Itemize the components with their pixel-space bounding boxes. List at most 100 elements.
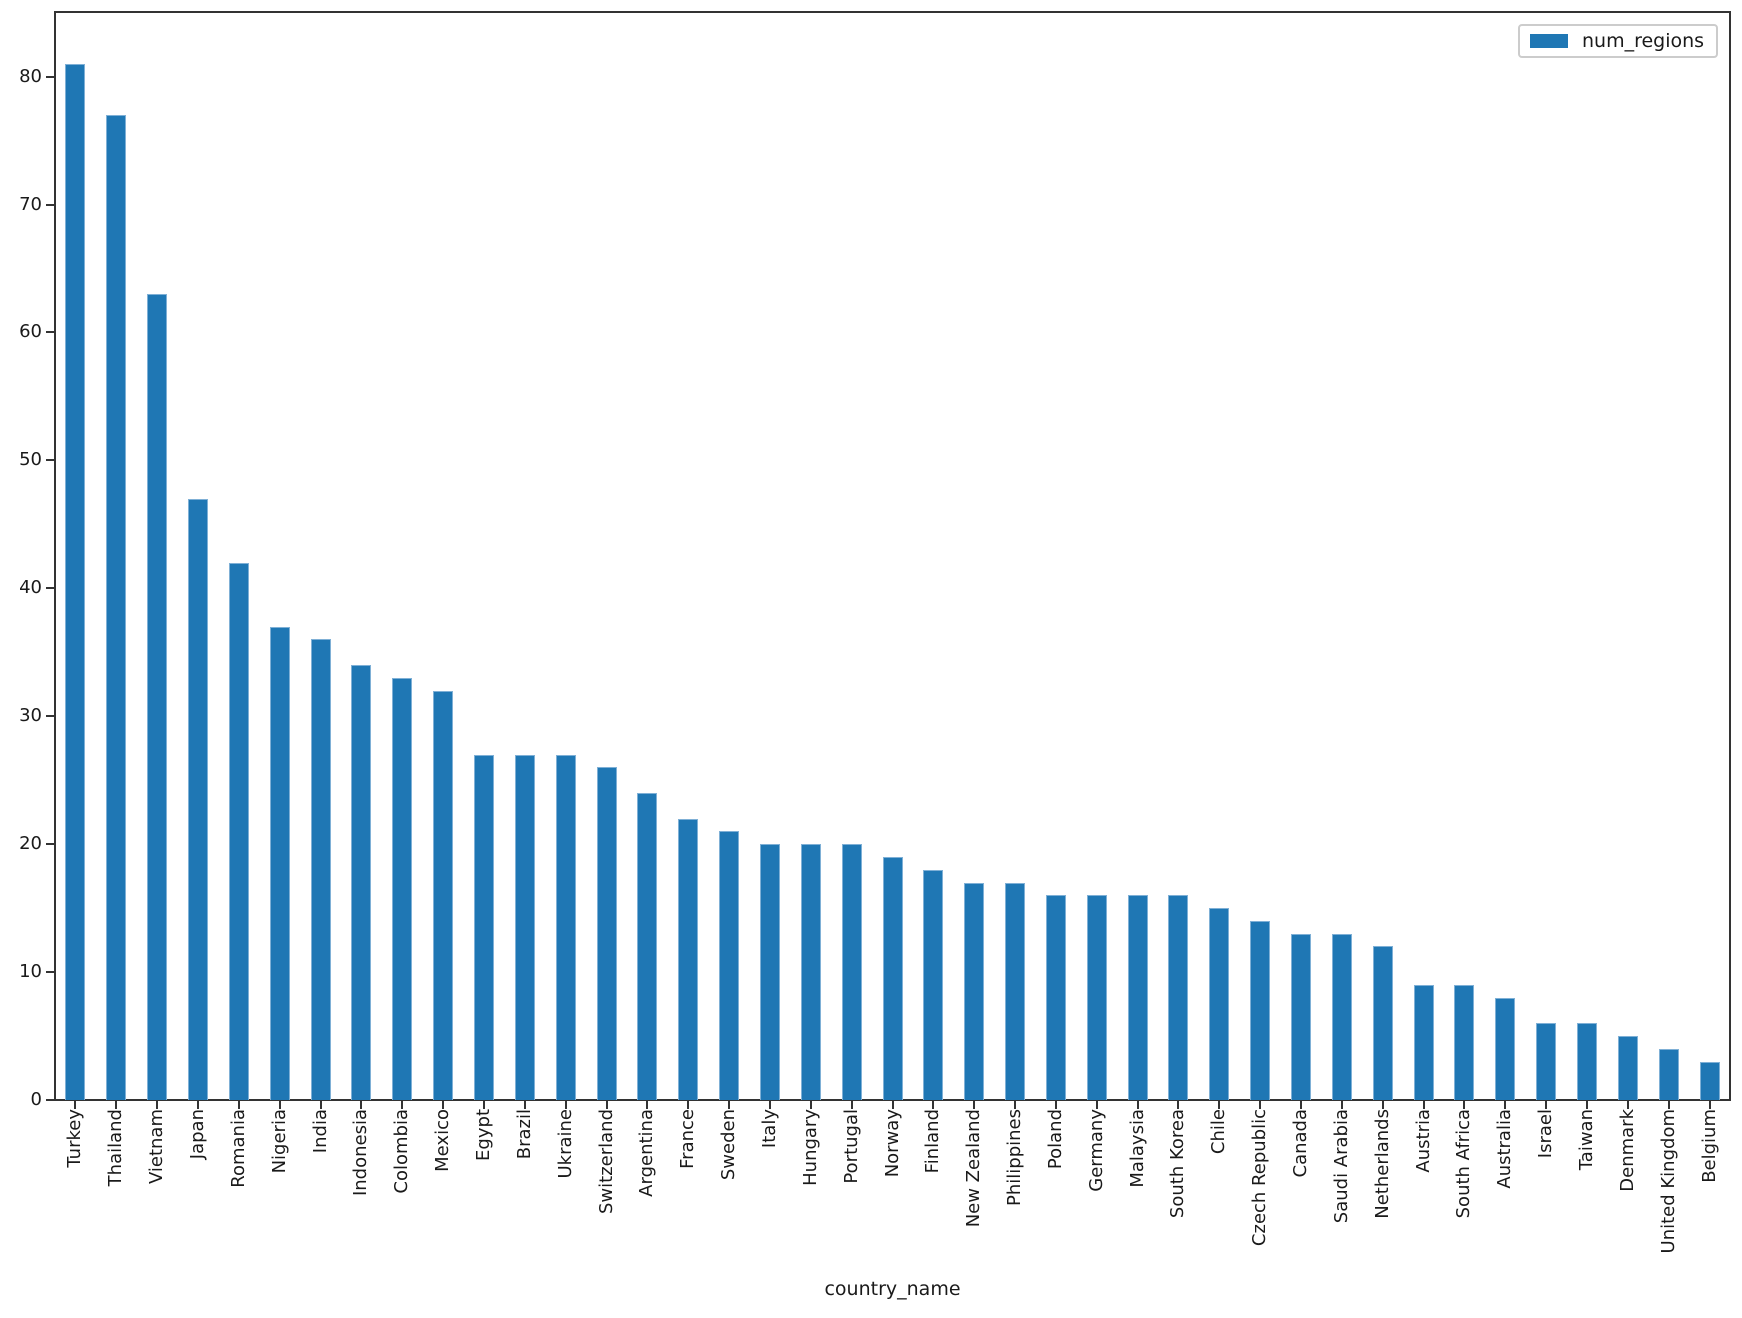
x-tick-label: Turkey [64, 1109, 86, 1168]
x-tick-label: Netherlands [1371, 1109, 1393, 1219]
bar [269, 626, 290, 1100]
x-tick-mark [728, 1100, 731, 1109]
x-tick-mark [850, 1100, 853, 1109]
legend-swatch-icon [1530, 34, 1568, 48]
y-tick-mark [46, 587, 55, 590]
bar [1250, 920, 1271, 1100]
x-tick-mark [932, 1100, 935, 1109]
bar [1617, 1036, 1638, 1100]
bar [147, 294, 168, 1100]
bar [596, 767, 617, 1100]
bar [637, 792, 658, 1100]
y-tick-label: 70 [19, 193, 42, 215]
x-tick-mark [1381, 1100, 1384, 1109]
x-tick-mark [523, 1100, 526, 1109]
x-tick-label: Hungary [799, 1109, 821, 1186]
x-tick-mark [1177, 1100, 1180, 1109]
bar [800, 844, 821, 1100]
x-tick-mark [809, 1100, 812, 1109]
x-tick-label: Nigeria [268, 1109, 290, 1174]
y-tick-mark [46, 971, 55, 974]
x-tick-label: Saudi Arabia [1330, 1109, 1352, 1224]
x-tick-label: Italy [758, 1109, 780, 1149]
x-tick-label: United Kingdom [1657, 1109, 1679, 1254]
x-tick-mark [1259, 1100, 1262, 1109]
bar [392, 677, 413, 1100]
x-axis-title: country_name [824, 1278, 961, 1300]
x-tick-label: Poland [1044, 1109, 1066, 1170]
bar [1372, 946, 1393, 1100]
x-tick-label: Germany [1085, 1109, 1107, 1192]
bar [1209, 908, 1230, 1100]
x-tick-mark [237, 1100, 240, 1109]
bar [473, 754, 494, 1100]
y-tick-mark [46, 843, 55, 846]
x-tick-label: Philippines [1004, 1109, 1026, 1206]
bar [310, 639, 331, 1100]
bar [433, 690, 454, 1100]
x-tick-mark [1095, 1100, 1098, 1109]
x-tick-label: Egypt [472, 1109, 494, 1161]
x-tick-label: Australia [1494, 1109, 1516, 1189]
x-tick-label: South Africa [1453, 1109, 1475, 1219]
legend: num_regions [1518, 24, 1719, 58]
bar [1127, 895, 1148, 1100]
bar [1454, 984, 1475, 1100]
x-tick-label: Argentina [636, 1109, 658, 1197]
bar [1005, 882, 1026, 1100]
x-tick-label: Switzerland [595, 1109, 617, 1214]
bar [923, 869, 944, 1100]
x-tick-mark [196, 1100, 199, 1109]
y-tick-label: 50 [19, 449, 42, 471]
x-tick-mark [319, 1100, 322, 1109]
y-tick-label: 20 [19, 833, 42, 855]
x-tick-mark [646, 1100, 649, 1109]
bar [1577, 1023, 1597, 1100]
bar [1413, 984, 1434, 1100]
x-tick-mark [1463, 1100, 1466, 1109]
x-tick-mark [1014, 1100, 1017, 1109]
x-tick-mark [687, 1100, 690, 1109]
y-tick-mark [46, 75, 55, 78]
bar [1168, 895, 1189, 1100]
x-tick-mark [1667, 1100, 1670, 1109]
bar [1331, 933, 1352, 1100]
x-tick-label: Taiwan [1576, 1109, 1597, 1171]
x-tick-label: Thailand [105, 1109, 127, 1187]
legend-label: num_regions [1582, 30, 1705, 52]
bar [65, 63, 86, 1100]
x-tick-mark [156, 1100, 159, 1109]
x-tick-label: India [309, 1109, 331, 1154]
bar [351, 665, 372, 1100]
y-tick-label: 10 [19, 961, 42, 983]
x-tick-label: Finland [922, 1109, 944, 1174]
x-tick-mark [891, 1100, 894, 1109]
y-tick-mark [46, 1099, 55, 1101]
bar [228, 562, 249, 1100]
bar [555, 754, 576, 1100]
x-tick-label: Czech Republic [1249, 1109, 1271, 1247]
bar [106, 114, 127, 1100]
x-tick-mark [278, 1100, 281, 1109]
x-tick-label: Canada [1290, 1109, 1312, 1178]
x-tick-mark [115, 1100, 118, 1109]
x-tick-label: South Korea [1167, 1109, 1189, 1219]
x-tick-mark [1218, 1100, 1221, 1109]
bar [1086, 895, 1107, 1100]
bar [1658, 1048, 1679, 1100]
x-tick-label: Brazil [513, 1109, 535, 1160]
x-tick-label: Vietnam [146, 1109, 168, 1185]
x-tick-label: Indonesia [350, 1109, 372, 1197]
x-tick-mark [1545, 1100, 1548, 1109]
x-tick-label: Mexico [432, 1109, 454, 1172]
x-tick-label: Romania [227, 1109, 249, 1188]
bar [1291, 933, 1312, 1100]
x-tick-label: Chile [1208, 1109, 1230, 1155]
y-tick-label: 30 [19, 705, 42, 727]
bar [187, 498, 208, 1100]
bar [1495, 997, 1516, 1100]
y-tick-label: 60 [19, 321, 42, 343]
bar [514, 754, 535, 1100]
x-tick-label: Norway [881, 1109, 903, 1178]
